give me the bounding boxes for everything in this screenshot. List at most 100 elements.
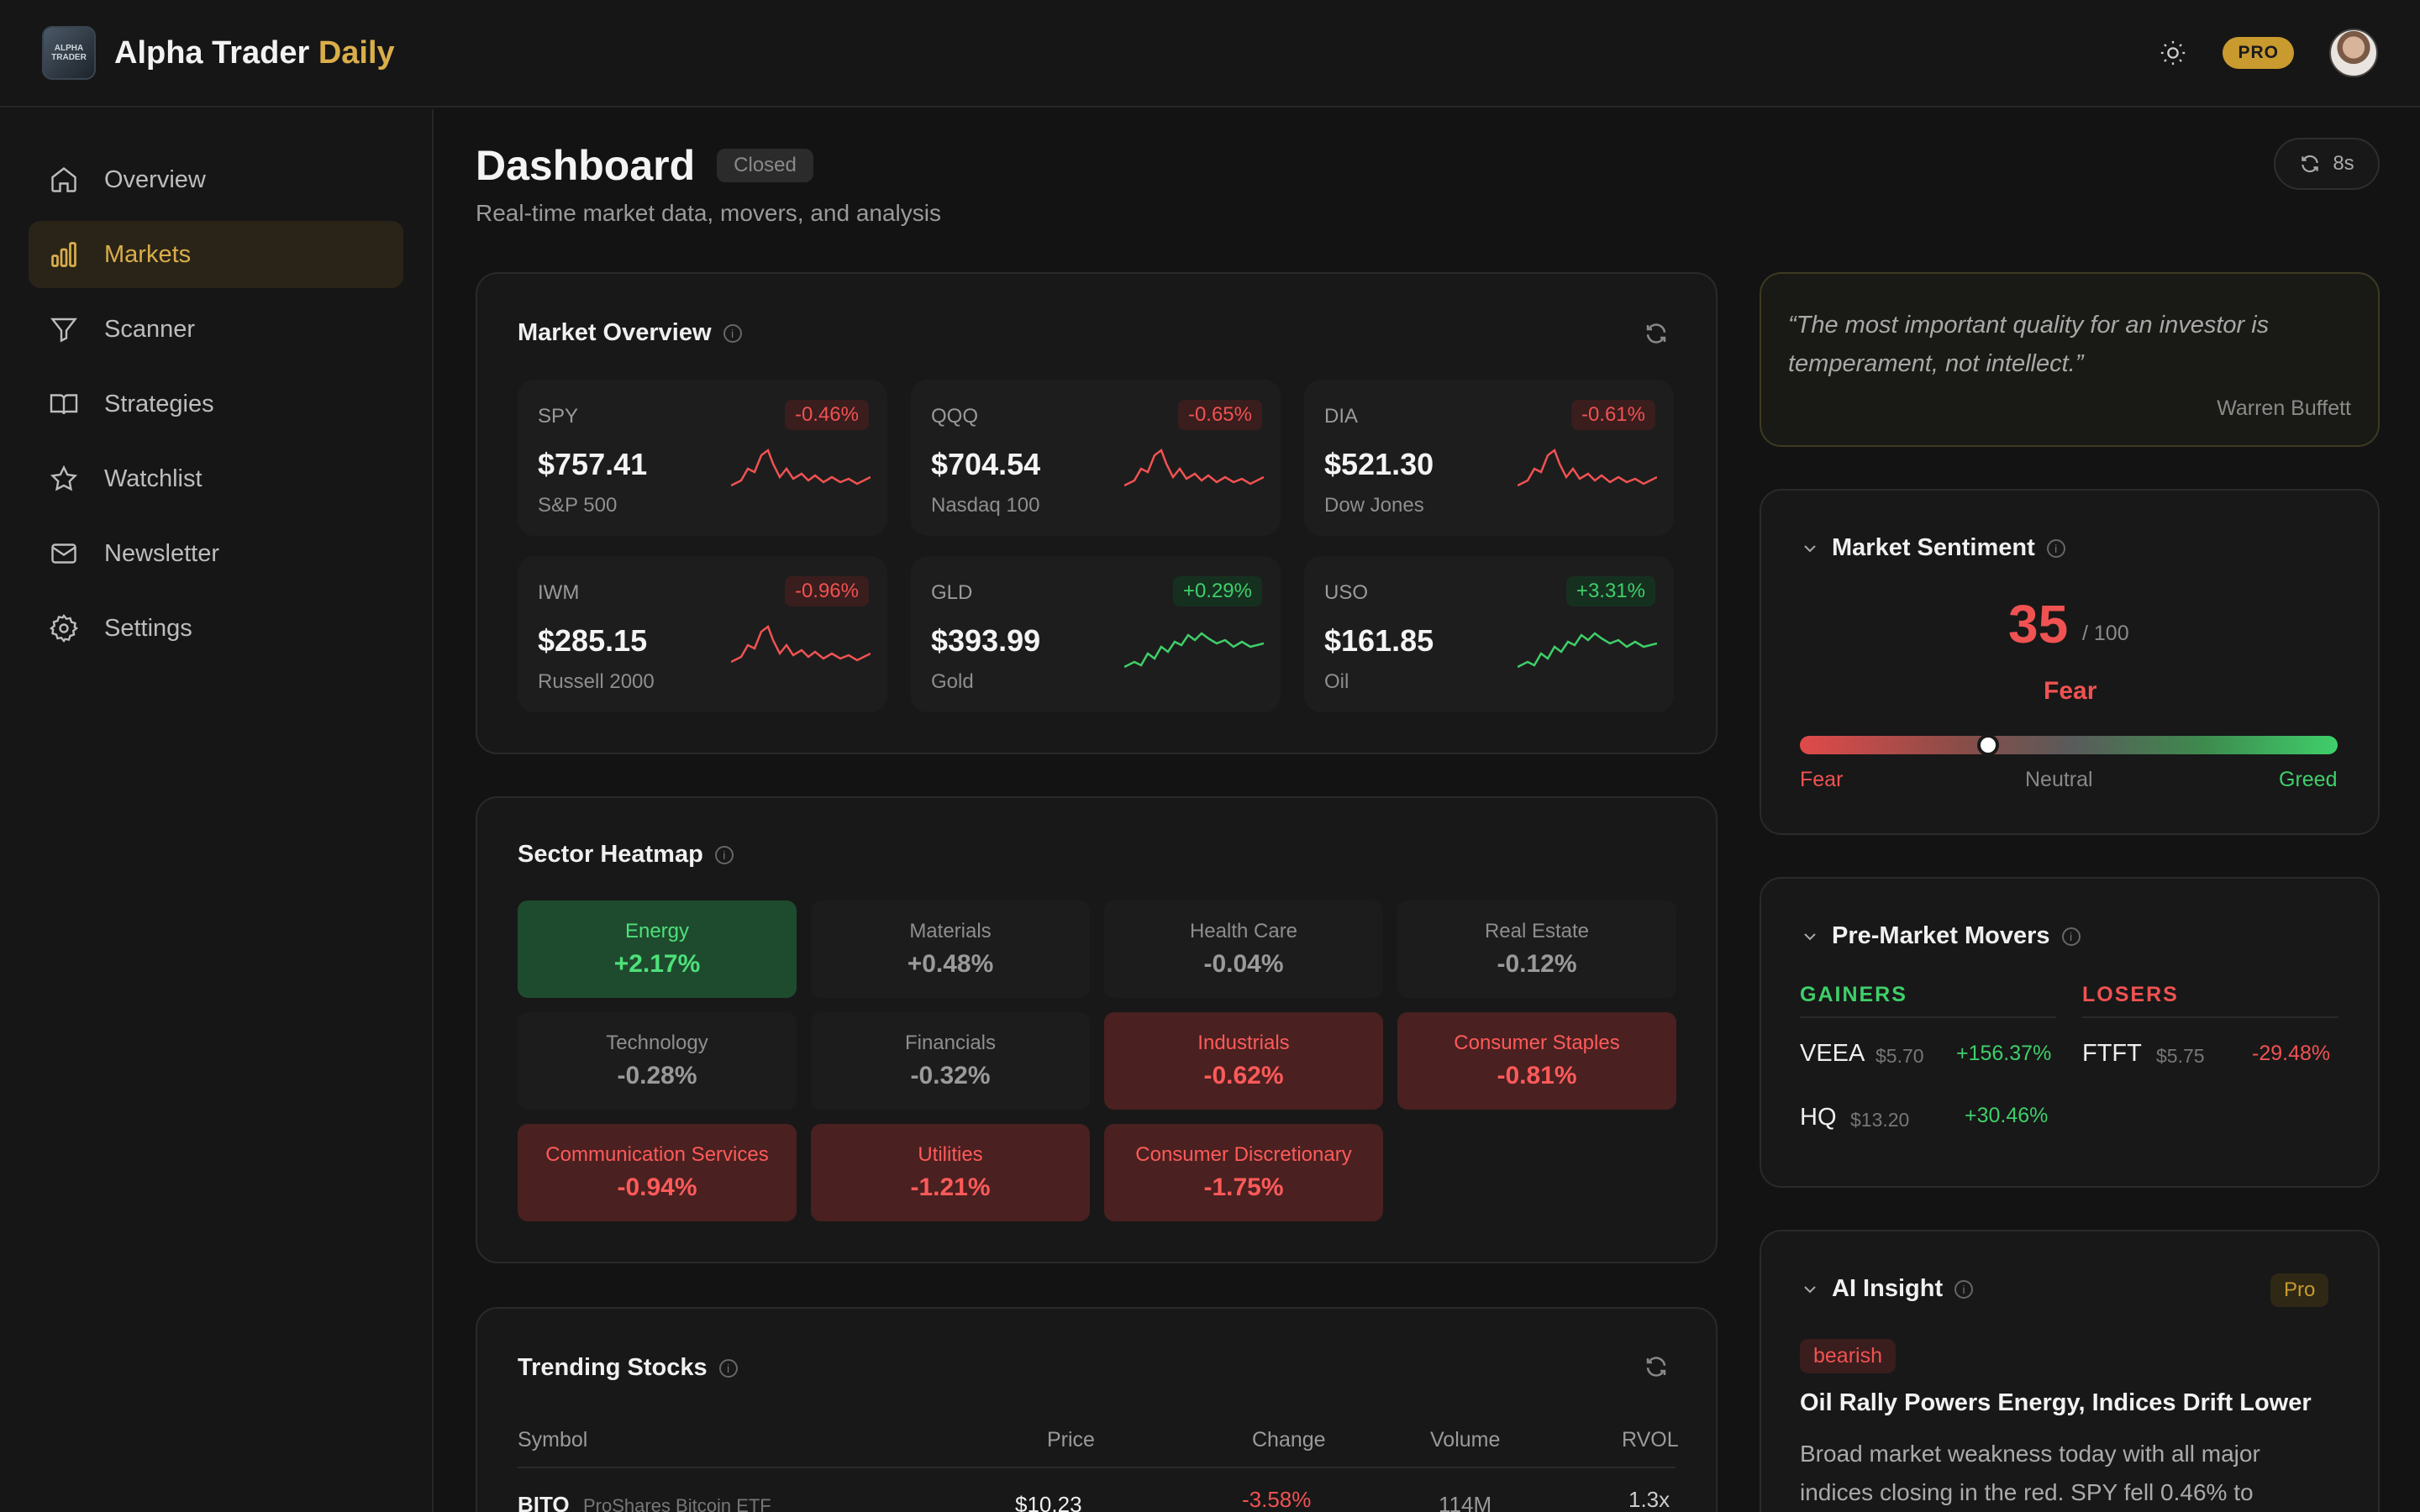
row-symbol: BITO: [518, 1492, 570, 1512]
sentiment-gauge: [1800, 734, 2338, 756]
info-icon[interactable]: i: [718, 1358, 738, 1378]
tile-symbol: GLD: [931, 581, 973, 604]
sector-tile-health-care[interactable]: Health Care -0.04%: [1104, 900, 1383, 998]
tile-name: Dow Jones: [1324, 494, 1424, 517]
refresh-icon[interactable]: [1644, 1354, 1669, 1379]
sector-tile-industrials[interactable]: Industrials -0.62%: [1104, 1012, 1383, 1110]
star-icon: [50, 465, 78, 491]
sector-name: Industrials: [1197, 1032, 1290, 1054]
brand-accent: Daily: [318, 34, 395, 71]
filter-icon: [50, 318, 77, 343]
sidebar-item-settings[interactable]: Settings: [29, 595, 403, 662]
card-title-text: Pre-Market Movers: [1832, 922, 2050, 949]
sector-heatmap-title: Sector Heatmap i: [518, 841, 734, 869]
chevron-down-icon: [1804, 544, 1816, 552]
top-header: ALPHA TRADER Alpha Trader Daily PRO: [0, 0, 2420, 108]
sentiment-gauge-knob: [1977, 734, 1999, 756]
gear-icon: [49, 613, 79, 643]
row-volume: 114M: [1439, 1492, 1492, 1512]
sector-tile-real-estate[interactable]: Real Estate -0.12%: [1397, 900, 1676, 998]
sector-tile-utilities[interactable]: Utilities -1.21%: [811, 1124, 1090, 1221]
home-icon: [51, 166, 76, 192]
tile-name: Oil: [1324, 670, 1349, 693]
sector-name: Consumer Staples: [1454, 1032, 1620, 1054]
losers-heading: LOSERS: [2082, 983, 2179, 1006]
market-tile-iwm[interactable]: IWM $285.15 Russell 2000 -0.96%: [518, 556, 887, 712]
mover-symbol: FTFT: [2082, 1040, 2142, 1067]
tile-name: Russell 2000: [538, 670, 655, 693]
market-tile-qqq[interactable]: QQQ $704.54 Nasdaq 100 -0.65%: [911, 380, 1281, 536]
sector-name: Technology: [606, 1032, 708, 1054]
market-tile-spy[interactable]: SPY $757.41 S&P 500 -0.46%: [518, 380, 887, 536]
sector-tile-communication-services[interactable]: Communication Services -0.94%: [518, 1124, 797, 1221]
card-title-text: Sector Heatmap: [518, 841, 703, 868]
mover-symbol: VEEA: [1800, 1040, 1865, 1067]
avatar[interactable]: [2329, 29, 2378, 77]
sector-tile-financials[interactable]: Financials -0.32%: [811, 1012, 1090, 1110]
sector-tile-consumer-discretionary[interactable]: Consumer Discretionary -1.75%: [1104, 1124, 1383, 1221]
sector-tile-energy[interactable]: Energy +2.17%: [518, 900, 797, 998]
quote-author: Warren Buffett: [2217, 396, 2351, 420]
market-sentiment-card: [1760, 489, 2380, 835]
ai-insight-title[interactable]: AI Insight i: [1800, 1275, 1974, 1303]
brand-name: Alpha Trader Daily: [114, 35, 395, 71]
tile-symbol: DIA: [1324, 405, 1359, 428]
sector-change: -0.94%: [617, 1173, 697, 1201]
tile-symbol: USO: [1324, 581, 1369, 604]
chevron-down-icon: [1804, 932, 1816, 940]
column-header-rvol[interactable]: RVOL: [1622, 1428, 1679, 1452]
sentiment-max: / 100: [2082, 622, 2129, 645]
sidebar: Overview Markets Scanner Strategies Watc…: [0, 109, 434, 1512]
sidebar-item-scanner[interactable]: Scanner: [29, 296, 403, 363]
bar-chart-icon: [51, 242, 76, 267]
market-tile-gld[interactable]: GLD $393.99 Gold +0.29%: [911, 556, 1281, 712]
column-header-symbol[interactable]: Symbol: [518, 1428, 588, 1452]
mover-change: -29.48%: [2252, 1042, 2331, 1065]
sidebar-item-newsletter[interactable]: Newsletter: [29, 520, 403, 587]
sector-tile-materials[interactable]: Materials +0.48%: [811, 900, 1090, 998]
page-subtitle: Real-time market data, movers, and analy…: [476, 200, 941, 226]
column-header-price[interactable]: Price: [1047, 1428, 1095, 1452]
sun-icon[interactable]: [2159, 39, 2187, 67]
column-header-change[interactable]: Change: [1252, 1428, 1326, 1452]
info-icon[interactable]: i: [714, 845, 734, 864]
column-header-volume[interactable]: Volume: [1430, 1428, 1501, 1452]
info-icon[interactable]: i: [2061, 927, 2081, 946]
tile-change-badge: +0.29%: [1172, 576, 1262, 606]
info-icon[interactable]: i: [2046, 538, 2065, 558]
sidebar-item-label: Newsletter: [104, 539, 219, 567]
sidebar-item-label: Strategies: [104, 390, 214, 417]
auto-refresh-button[interactable]: 8s: [2274, 138, 2380, 190]
sector-change: -0.81%: [1497, 1062, 1577, 1089]
tile-change-badge: -0.46%: [784, 400, 869, 430]
sparkline: [1518, 448, 1657, 487]
sector-tile-technology[interactable]: Technology -0.28%: [518, 1012, 797, 1110]
sidebar-item-strategies[interactable]: Strategies: [29, 370, 403, 438]
sector-change: -0.32%: [910, 1062, 991, 1089]
sector-name: Health Care: [1189, 920, 1298, 942]
premarket-movers-title[interactable]: Pre-Market Movers i: [1800, 922, 2081, 950]
pro-badge[interactable]: PRO: [2223, 37, 2294, 69]
tile-price: $161.85: [1324, 623, 1434, 658]
market-tile-dia[interactable]: DIA $521.30 Dow Jones -0.61%: [1304, 380, 1674, 536]
info-icon[interactable]: i: [1954, 1279, 1974, 1299]
row-name: ProShares Bitcoin ETF: [583, 1495, 771, 1512]
sector-tile-consumer-staples[interactable]: Consumer Staples -0.81%: [1397, 1012, 1676, 1110]
market-overview-title: Market Overview i: [518, 319, 742, 347]
sidebar-item-markets[interactable]: Markets: [29, 221, 403, 288]
market-tile-uso[interactable]: USO $161.85 Oil +3.31%: [1304, 556, 1674, 712]
sidebar-item-overview[interactable]: Overview: [29, 146, 403, 213]
sector-name: Communication Services: [545, 1143, 769, 1166]
market-sentiment-title[interactable]: Market Sentiment i: [1800, 534, 2065, 562]
tile-price: $521.30: [1324, 447, 1434, 481]
mover-symbol: HQ: [1800, 1104, 1837, 1131]
page-title: Dashboard: [476, 142, 696, 189]
tile-name: Nasdaq 100: [931, 494, 1040, 517]
refresh-icon[interactable]: [1644, 321, 1669, 346]
sparkline: [1518, 632, 1657, 669]
sidebar-item-watchlist[interactable]: Watchlist: [29, 445, 403, 512]
tile-change-badge: +3.31%: [1565, 576, 1655, 606]
heading-divider: [1800, 1016, 2056, 1018]
info-icon[interactable]: i: [723, 323, 742, 343]
app-logo[interactable]: ALPHA TRADER: [42, 26, 96, 80]
